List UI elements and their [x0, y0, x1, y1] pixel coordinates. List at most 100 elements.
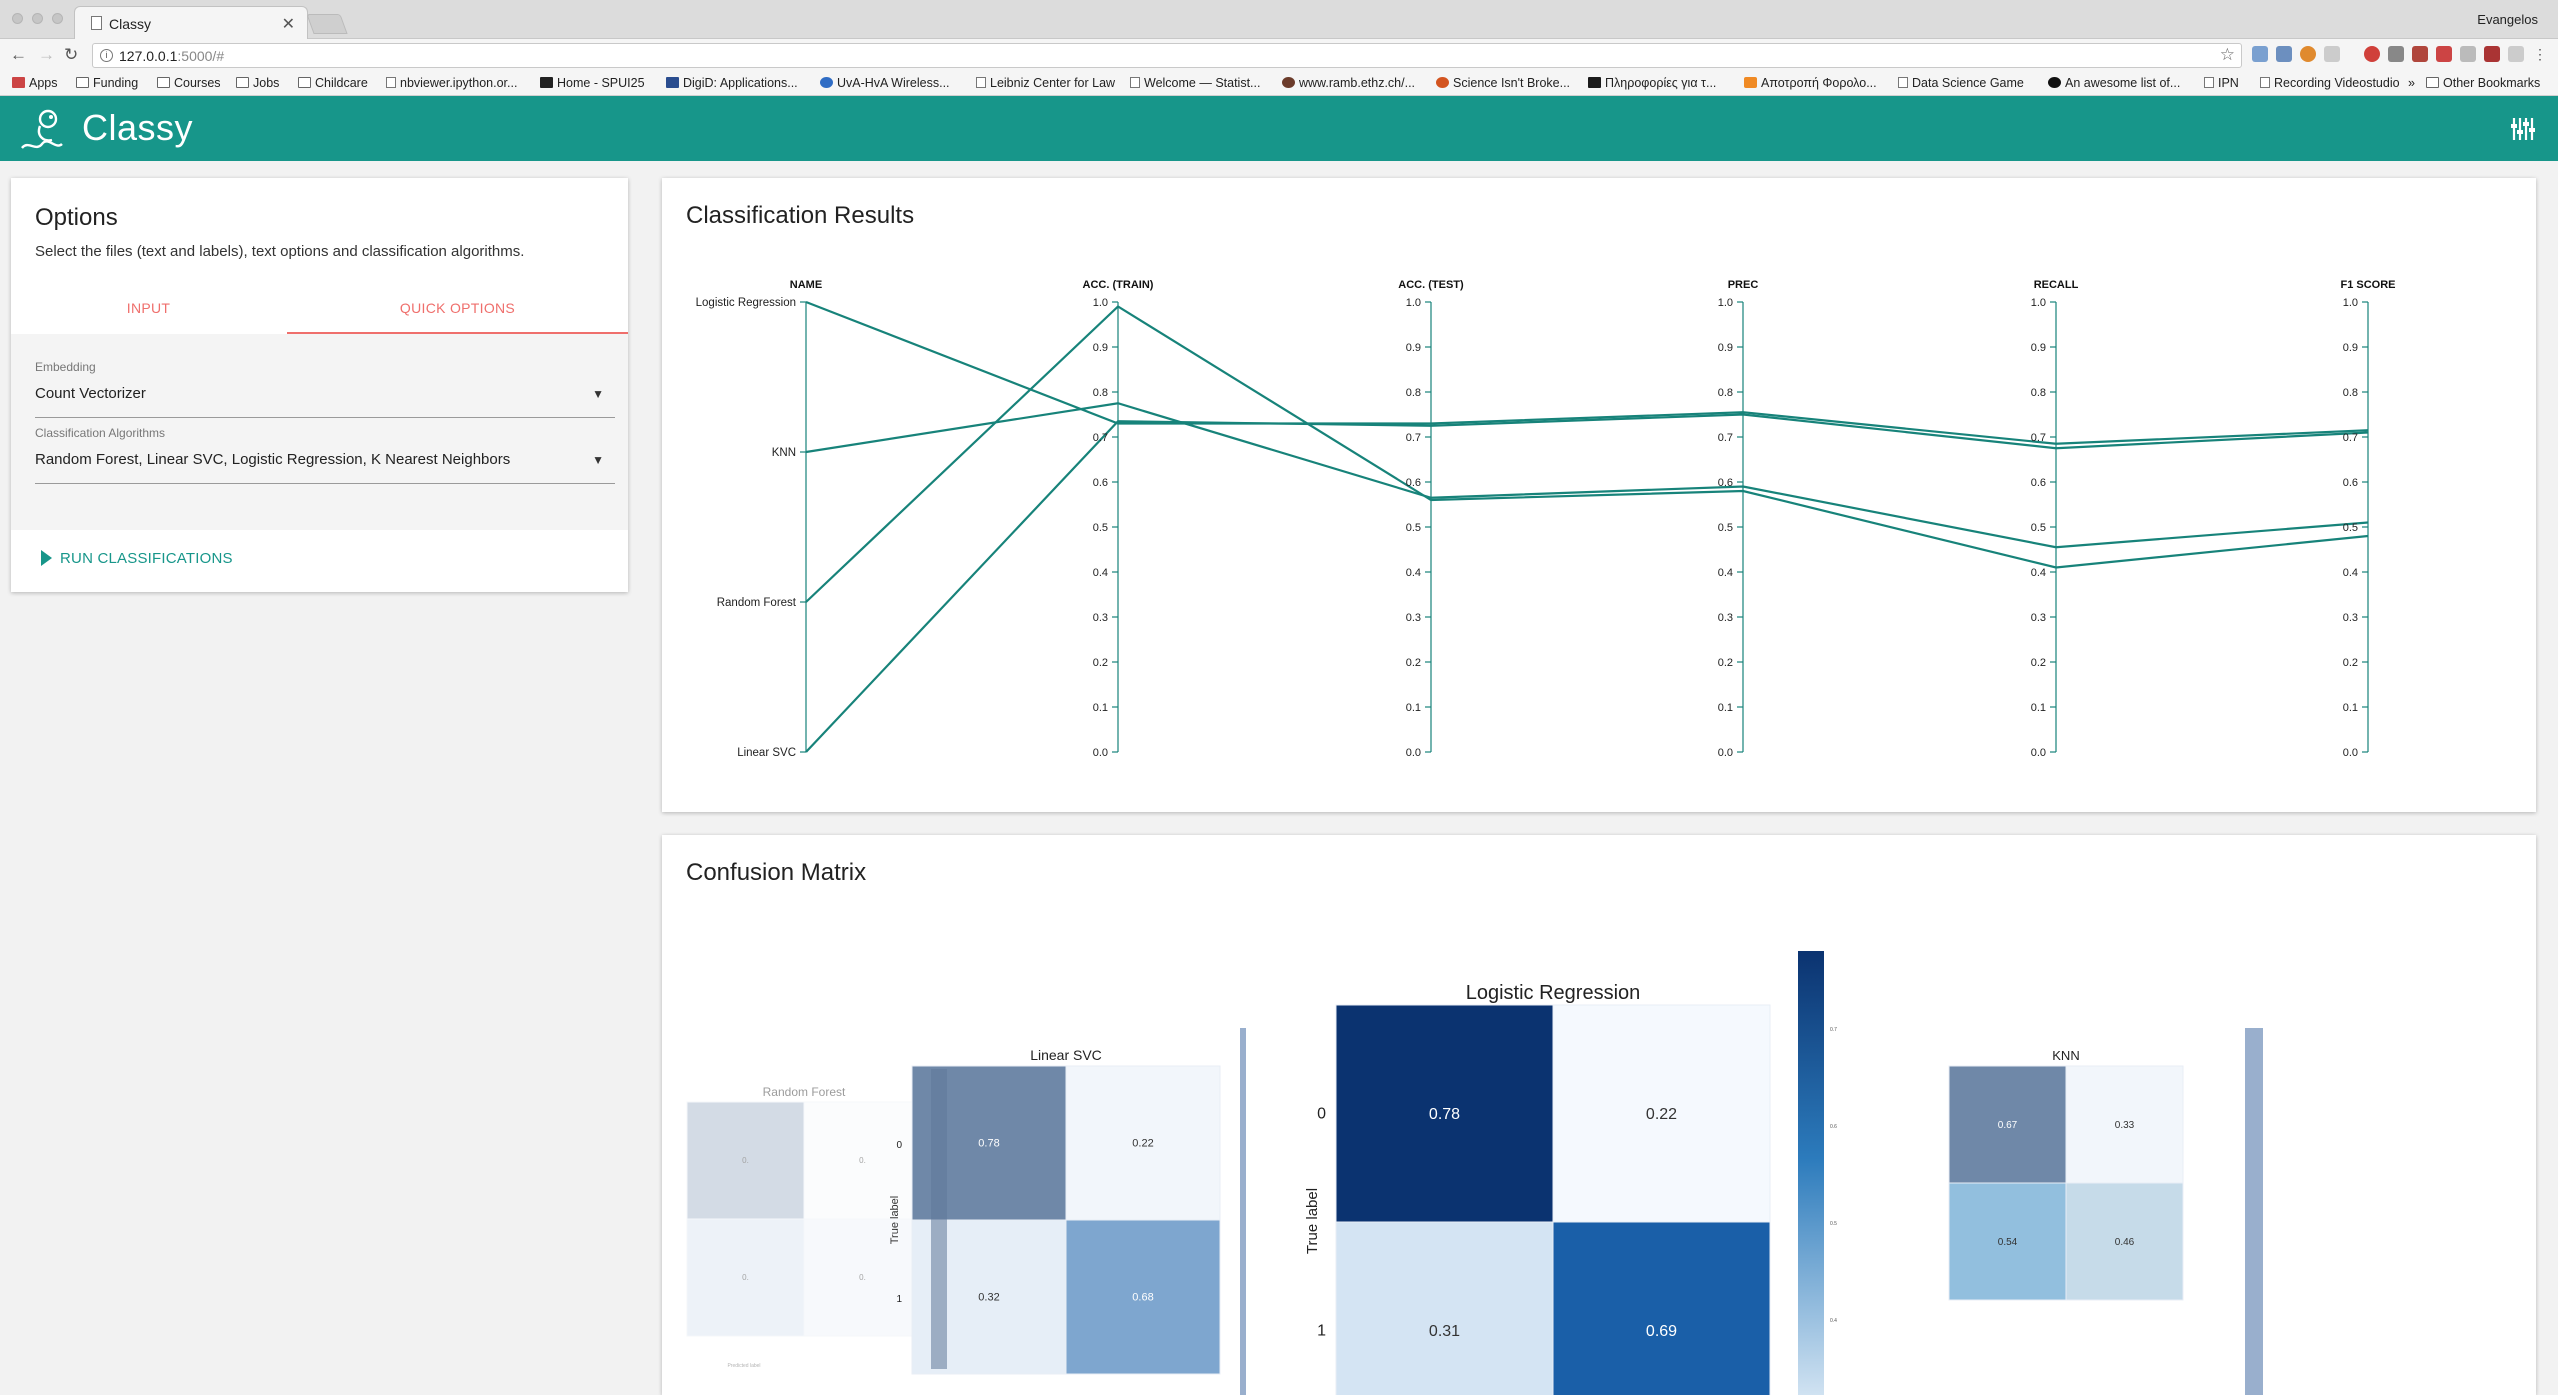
tick-label: 0.4 — [1093, 567, 1108, 579]
embedding-select[interactable]: Count Vectorizer — [35, 385, 146, 402]
tick-label: 0.2 — [2031, 657, 2046, 669]
extension-icon[interactable] — [2276, 46, 2292, 62]
bookmark-item[interactable]: Welcome — Statist... — [1130, 76, 1260, 90]
bookmark-item[interactable]: Funding — [76, 76, 138, 90]
bookmark-label: Funding — [93, 76, 139, 90]
bookmark-item[interactable]: Data Science Game — [1898, 76, 2024, 90]
info-icon[interactable]: i — [100, 49, 113, 62]
tick-label: 0.2 — [1093, 657, 1108, 669]
window-close-button[interactable] — [12, 13, 23, 24]
classification-results-card: Classification Results NAME Logistic Regr… — [662, 178, 2536, 812]
extension-icon[interactable] — [2388, 46, 2404, 62]
profile-name[interactable]: Evangelos — [2477, 12, 2538, 27]
tab-quick-options[interactable]: QUICK OPTIONS — [287, 290, 628, 334]
extension-icon[interactable] — [2436, 46, 2452, 62]
axis-title: PREC — [1728, 279, 1759, 291]
tick-label: 0.6 — [2031, 477, 2046, 489]
tick-label: 1.0 — [2343, 297, 2358, 309]
bookmark-item[interactable]: Recording Videostudio — [2260, 76, 2400, 90]
tick-label: 0.0 — [1406, 747, 1421, 759]
tab-input[interactable]: INPUT — [126, 300, 171, 316]
window-minimize-button[interactable] — [32, 13, 43, 24]
classy-logo-icon — [21, 109, 63, 149]
extension-icon[interactable] — [2412, 46, 2428, 62]
tick-label: 0.0 — [1093, 747, 1108, 759]
extension-icon[interactable] — [2484, 46, 2500, 62]
other-bookmarks[interactable]: Other Bookmarks — [2426, 76, 2540, 90]
page-icon — [386, 77, 396, 88]
app-title[interactable]: Classy — [82, 107, 194, 148]
reload-icon[interactable]: ↻ — [64, 45, 79, 64]
matrix-cell — [2065, 1065, 2184, 1184]
cell-value: 0.54 — [1998, 1237, 2018, 1248]
tick-label: 0.2 — [2343, 657, 2358, 669]
bookmark-item[interactable]: Courses — [157, 76, 221, 90]
bookmark-item[interactable]: Apps — [12, 76, 58, 90]
extension-icon[interactable] — [2252, 46, 2268, 62]
tick-label: 0.8 — [1093, 387, 1108, 399]
bookmark-item[interactable]: DigiD: Applications... — [666, 76, 798, 90]
matrix-cell — [803, 1218, 922, 1337]
bookmark-label: Αποτροπή Φορολο... — [1761, 76, 1877, 90]
row-tick-label: 1 — [1317, 1323, 1326, 1340]
url-host: 127.0.0.1 — [119, 48, 178, 64]
colorbar — [1798, 951, 1824, 1395]
bookmark-item[interactable]: Science Isn't Broke... — [1436, 76, 1570, 90]
extension-icon[interactable] — [2324, 46, 2340, 62]
bookmark-item[interactable]: Πληροφορίες για τ... — [1588, 76, 1716, 90]
algorithms-select[interactable]: Random Forest, Linear SVC, Logistic Regr… — [35, 451, 511, 468]
extension-icon[interactable] — [2300, 46, 2316, 62]
tick-label: 0.9 — [1406, 342, 1421, 354]
series-line[interactable] — [805, 300, 2369, 445]
tick-label: 0.6 — [1093, 477, 1108, 489]
tick-label: 0.5 — [2343, 522, 2358, 534]
bookmark-star-icon[interactable]: ☆ — [2219, 45, 2235, 64]
bookmark-label: Πληροφορίες για τ... — [1605, 76, 1717, 90]
bookmark-item[interactable]: Αποτροπή Φορολο... — [1744, 76, 1877, 90]
run-classifications-button[interactable]: RUN CLASSIFICATIONS — [41, 550, 233, 567]
bookmark-item[interactable]: An awesome list of... — [2048, 76, 2180, 90]
divider — [35, 417, 615, 418]
tick-label: 0.5 — [2031, 522, 2046, 534]
bookmark-item[interactable]: IPN — [2204, 76, 2239, 90]
adblock-icon[interactable] — [2364, 46, 2380, 62]
bookmark-label: Courses — [174, 76, 221, 90]
extension-icon[interactable] — [2508, 46, 2524, 62]
bookmark-item[interactable]: Home - SPUI25 — [540, 76, 645, 90]
address-bar[interactable]: i 127.0.0.1:5000/# ☆ — [92, 43, 2242, 68]
cell-value: 0.22 — [1646, 1106, 1677, 1123]
url-text: 127.0.0.1:5000/# — [119, 48, 224, 64]
window-zoom-button[interactable] — [52, 13, 63, 24]
matrix-cell — [2065, 1182, 2184, 1301]
series-line[interactable] — [805, 413, 2369, 753]
bookmark-item[interactable]: nbviewer.ipython.or... — [386, 76, 517, 90]
chevron-down-icon[interactable]: ▼ — [592, 387, 604, 401]
close-tab-icon[interactable]: ✕ — [281, 16, 295, 33]
new-tab-button[interactable] — [306, 14, 348, 34]
browser-tab-classy[interactable]: Classy ✕ — [74, 6, 308, 39]
back-arrow-icon[interactable]: ← — [10, 45, 27, 64]
matrix-cell — [1335, 1221, 1554, 1395]
bookmarks-overflow-button[interactable]: » — [2408, 76, 2415, 90]
bookmark-label: Jobs — [253, 76, 280, 90]
colorbar-tick-label: 0.5 — [1830, 1221, 1837, 1227]
menu-dots-icon[interactable]: ⋮ — [2533, 46, 2547, 62]
bookmark-item[interactable]: UvA-HvA Wireless... — [820, 76, 950, 90]
page-icon — [1898, 77, 1908, 88]
bookmark-label: Welcome — Statist... — [1144, 76, 1261, 90]
sliders-settings-icon[interactable] — [2510, 116, 2536, 142]
extension-icon[interactable] — [2460, 46, 2476, 62]
bookmark-item[interactable]: Leibniz Center for Law — [976, 76, 1115, 90]
page-icon — [91, 16, 102, 30]
bookmark-item[interactable]: Childcare — [298, 76, 368, 90]
series-line[interactable] — [805, 305, 2369, 603]
tick-label: 0.7 — [1093, 432, 1108, 444]
chevron-down-icon[interactable]: ▼ — [592, 453, 604, 467]
tick-label: 0.3 — [2031, 612, 2046, 624]
folder-icon — [298, 77, 311, 88]
forward-arrow-icon[interactable]: → — [38, 45, 55, 64]
bookmark-item[interactable]: www.ramb.ethz.ch/... — [1282, 76, 1415, 90]
bookmark-item[interactable]: Jobs — [236, 76, 279, 90]
series-line[interactable] — [805, 402, 2369, 549]
tick-label: 1.0 — [2031, 297, 2046, 309]
